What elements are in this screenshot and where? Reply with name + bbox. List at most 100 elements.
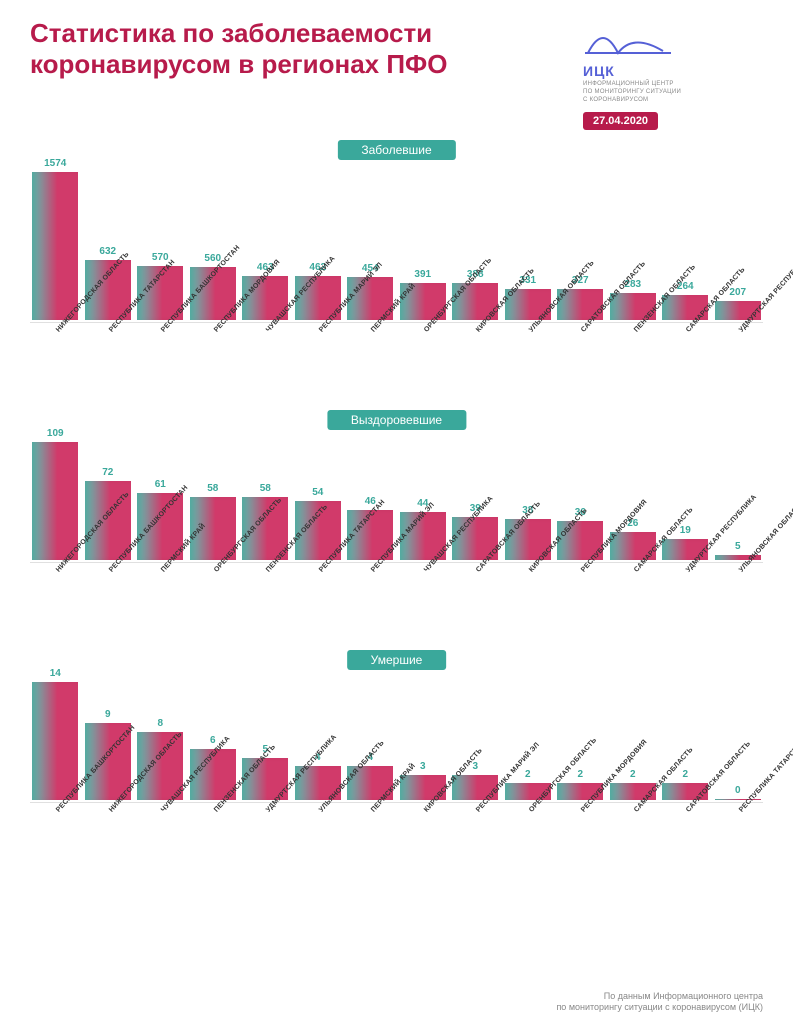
bar-value: 72	[102, 467, 113, 478]
bar-value: 5	[735, 541, 741, 552]
label-column: РЕСПУБЛИКА БАШКОРТОСТАН	[30, 803, 81, 880]
label-column: РЕСПУБЛИКА МОРДОВИЯ	[555, 803, 606, 880]
labels-row: НИЖЕГОРОДСКАЯ ОБЛАСТЬРЕСПУБЛИКА ТАТАРСТА…	[30, 322, 763, 400]
label-column: ОРЕНБУРГСКАЯ ОБЛАСТЬ	[503, 803, 554, 880]
label-column: УДМУРТСКАЯ РЕСПУБЛИКА	[713, 323, 764, 400]
logo-abbr: ИЦК	[583, 63, 763, 79]
bar-value: 6	[210, 735, 216, 746]
bar-column: 1574	[30, 158, 81, 320]
label-column: НИЖЕГОРОДСКАЯ ОБЛАСТЬ	[30, 323, 81, 400]
header: Статистика по заболеваемости коронавирус…	[0, 0, 793, 140]
page-title: Статистика по заболеваемости коронавирус…	[30, 18, 550, 130]
bar-column: 38	[503, 428, 554, 560]
bar-value: 391	[414, 269, 431, 280]
label-column: САМАРСКАЯ ОБЛАСТЬ	[608, 803, 659, 880]
label-column: ЧУВАШСКАЯ РЕСПУБЛИКА	[398, 563, 449, 640]
logo-curve-icon	[583, 18, 673, 58]
label-column: ОРЕНБУРГСКАЯ ОБЛАСТЬ	[188, 563, 239, 640]
bar	[32, 172, 78, 320]
label-column: ПЕНЗЕНСКАЯ ОБЛАСТЬ	[188, 803, 239, 880]
chart-title: Заболевшие	[337, 140, 455, 160]
label-column: ПЕРМСКИЙ КРАЙ	[135, 563, 186, 640]
label-column: УДМУРТСКАЯ РЕСПУБЛИКА	[660, 563, 711, 640]
label-column: РЕСПУБЛИКА МОРДОВИЯ	[188, 323, 239, 400]
chart-block: Умершие149865443322220РЕСПУБЛИКА БАШКОРТ…	[30, 650, 763, 880]
label-column: ЧУВАШСКАЯ РЕСПУБЛИКА	[135, 803, 186, 880]
bar-column: 2	[608, 668, 659, 800]
label-column: РЕСПУБЛИКА ТАТАРСТАН	[83, 323, 134, 400]
bar-value: 2	[630, 769, 636, 780]
bar-value: 61	[155, 479, 166, 490]
label-column: РЕСПУБЛИКА МОРДОВИЯ	[555, 563, 606, 640]
bar-column: 54	[293, 428, 344, 560]
chart-title: Умершие	[347, 650, 447, 670]
label-column: САРАТОВСКАЯ ОБЛАСТЬ	[555, 323, 606, 400]
bar-column: 44	[398, 428, 449, 560]
label-column: УЛЬЯНОВСКАЯ ОБЛАСТЬ	[293, 803, 344, 880]
label-column: НИЖЕГОРОДСКАЯ ОБЛАСТЬ	[83, 803, 134, 880]
bar-value: 8	[157, 718, 163, 729]
bar-column: 0	[713, 668, 764, 800]
bar-value: 58	[260, 483, 271, 494]
label-column: РЕСПУБЛИКА МАРИЙ ЭЛ	[345, 563, 396, 640]
charts-container: Заболевшие157463257056046346245439138833…	[0, 140, 793, 880]
bar	[32, 442, 78, 560]
label-column: УЛЬЯНОВСКАЯ ОБЛАСТЬ	[713, 563, 764, 640]
bar-column: 58	[188, 428, 239, 560]
label-column: РЕСПУБЛИКА МАРИЙ ЭЛ	[450, 803, 501, 880]
bar-column: 6	[188, 668, 239, 800]
bar-value: 2	[577, 769, 583, 780]
label-column: РЕСПУБЛИКА ТАТАРСТАН	[293, 563, 344, 640]
label-column: ПЕРМСКИЙ КРАЙ	[345, 803, 396, 880]
bar-value: 19	[680, 525, 691, 536]
chart-title: Выздоровевшие	[327, 410, 466, 430]
label-column: САРАТОВСКАЯ ОБЛАСТЬ	[660, 803, 711, 880]
label-column: ОРЕНБУРГСКАЯ ОБЛАСТЬ	[398, 323, 449, 400]
bar-value: 2	[682, 769, 688, 780]
bar-value: 58	[207, 483, 218, 494]
labels-row: НИЖЕГОРОДСКАЯ ОБЛАСТЬРЕСПУБЛИКА БАШКОРТО…	[30, 562, 763, 640]
logo-block: ИЦК ИНФОРМАЦИОННЫЙ ЦЕНТРПО МОНИТОРИНГУ С…	[583, 18, 763, 130]
bar-column: 26	[608, 428, 659, 560]
bar-value: 0	[735, 785, 741, 796]
label-column: КИРОВСКАЯ ОБЛАСТЬ	[450, 323, 501, 400]
label-column: РЕСПУБЛИКА ТАТАРСТАН	[713, 803, 764, 880]
bar-value: 3	[420, 761, 426, 772]
label-column: РЕСПУБЛИКА МАРИЙ ЭЛ	[293, 323, 344, 400]
label-column: УДМУРТСКАЯ РЕСПУБЛИКА	[240, 803, 291, 880]
bar-value: 632	[99, 246, 116, 257]
chart-block: Заболевшие157463257056046346245439138833…	[30, 140, 763, 400]
bar-column: 109	[30, 428, 81, 560]
chart-block: Выздоровевшие109726158585446443938362619…	[30, 410, 763, 640]
label-column: КИРОВСКАЯ ОБЛАСТЬ	[398, 803, 449, 880]
bar-column: 2	[503, 668, 554, 800]
bar-value: 54	[312, 487, 323, 498]
label-column: КИРОВСКАЯ ОБЛАСТЬ	[503, 563, 554, 640]
label-column: ПЕНЗЕНСКАЯ ОБЛАСТЬ	[608, 323, 659, 400]
label-column: САМАРСКАЯ ОБЛАСТЬ	[608, 563, 659, 640]
bar-column: 4	[293, 668, 344, 800]
bar-value: 1574	[44, 158, 66, 169]
label-column: ПЕРМСКИЙ КРАЙ	[345, 323, 396, 400]
bar-column: 3	[398, 668, 449, 800]
bar	[32, 682, 78, 800]
bar-value: 570	[152, 252, 169, 263]
bar-column: 14	[30, 668, 81, 800]
logo-subtitle: ИНФОРМАЦИОННЫЙ ЦЕНТРПО МОНИТОРИНГУ СИТУА…	[583, 81, 763, 104]
label-column: НИЖЕГОРОДСКАЯ ОБЛАСТЬ	[30, 563, 81, 640]
label-column: ЧУВАШСКАЯ РЕСПУБЛИКА	[240, 323, 291, 400]
date-badge: 27.04.2020	[583, 112, 658, 130]
label-column: УЛЬЯНОВСКАЯ ОБЛАСТЬ	[503, 323, 554, 400]
bar-value: 2	[525, 769, 531, 780]
label-column: РЕСПУБЛИКА БАШКОРТОСТАН	[83, 563, 134, 640]
bar-value: 207	[729, 287, 746, 298]
label-column: САМАРСКАЯ ОБЛАСТЬ	[660, 323, 711, 400]
label-column: ПЕНЗЕНСКАЯ ОБЛАСТЬ	[240, 563, 291, 640]
bar-value: 14	[50, 668, 61, 679]
bar-value: 109	[47, 428, 64, 439]
data-source-footer: По данным Информационного центрапо монит…	[556, 991, 763, 1014]
label-column: САРАТОВСКАЯ ОБЛАСТЬ	[450, 563, 501, 640]
labels-row: РЕСПУБЛИКА БАШКОРТОСТАННИЖЕГОРОДСКАЯ ОБЛ…	[30, 802, 763, 880]
bar-value: 9	[105, 709, 111, 720]
label-column: РЕСПУБЛИКА БАШКОРТОСТАН	[135, 323, 186, 400]
